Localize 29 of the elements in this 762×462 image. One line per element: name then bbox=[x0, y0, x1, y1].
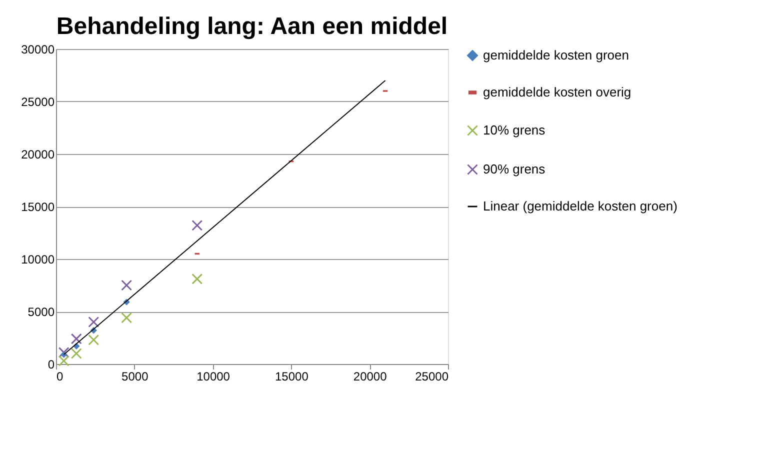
legend-label: Linear (gemiddelde kosten groen) bbox=[483, 198, 678, 214]
x-tick-label: 20000 bbox=[353, 370, 388, 384]
y-tick-label: 5000 bbox=[28, 305, 55, 319]
x-tick-label: 25000 bbox=[415, 370, 449, 384]
y-tick-label: 15000 bbox=[21, 200, 55, 214]
legend-label: gemiddelde kosten groen bbox=[483, 48, 629, 62]
legend-label: 10% grens bbox=[483, 122, 546, 138]
point bbox=[88, 334, 100, 346]
point bbox=[88, 316, 100, 328]
x-tick-label: 5000 bbox=[122, 370, 149, 384]
x-tick-label: 10000 bbox=[196, 370, 230, 384]
legend-label: gemiddelde kosten overig bbox=[483, 84, 632, 100]
point bbox=[58, 346, 70, 358]
y-tick-label: 25000 bbox=[21, 95, 55, 109]
point bbox=[121, 280, 132, 291]
point bbox=[70, 348, 82, 359]
y-tick-label: 10000 bbox=[21, 252, 55, 266]
point bbox=[192, 273, 203, 284]
point bbox=[58, 355, 70, 366]
x-tick-label: 15000 bbox=[275, 370, 309, 384]
x-tick-label: 0 bbox=[56, 370, 64, 384]
point bbox=[192, 220, 203, 231]
legend-label: 90% grens bbox=[483, 162, 546, 176]
y-tick-label: 30000 bbox=[21, 42, 55, 56]
chart-title: Behandeling lang: Aan een middel bbox=[56, 13, 448, 40]
point bbox=[121, 312, 132, 324]
point bbox=[70, 333, 82, 344]
y-tick-label: 0 bbox=[48, 358, 55, 372]
y-tick-label: 20000 bbox=[21, 148, 55, 162]
